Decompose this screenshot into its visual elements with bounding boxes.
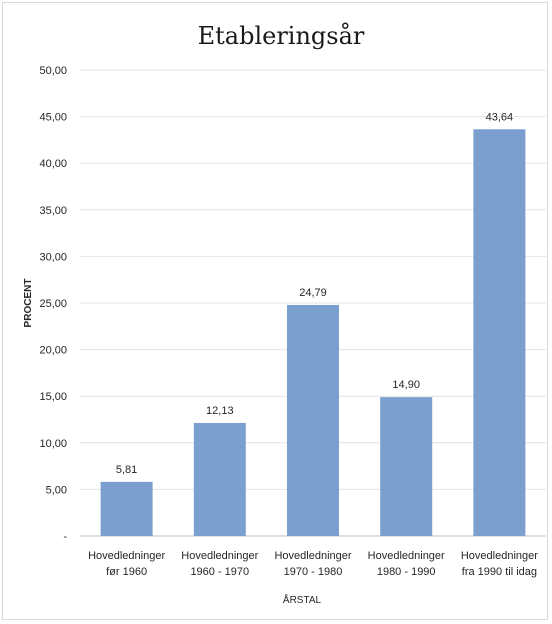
x-category-label: Hovedledninger <box>368 550 445 562</box>
data-label: 5,81 <box>116 464 137 476</box>
bar <box>100 481 153 536</box>
x-category-label: Hovedledninger <box>461 550 538 562</box>
y-tick-label: 20,00 <box>39 345 67 357</box>
data-labels: 5,81 12,13 24,79 14,90 43,64 <box>116 111 513 476</box>
x-category-label: Hovedledninger <box>181 550 258 562</box>
y-tick-label: 5,00 <box>46 484 67 496</box>
chart-title: Etableringsår <box>198 21 365 50</box>
y-tick-label: 15,00 <box>39 391 67 403</box>
x-category-label: fra 1990 til idag <box>462 566 537 578</box>
y-tick-label: 10,00 <box>39 438 67 450</box>
x-axis-title: ÅRSTAL <box>283 593 322 606</box>
x-category-label: før 1960 <box>106 566 147 578</box>
x-category-label: Hovedledninger <box>274 550 351 562</box>
y-tick-label: 35,00 <box>39 205 67 217</box>
data-label: 12,13 <box>206 405 234 417</box>
bar <box>380 397 433 536</box>
bar <box>287 304 339 536</box>
data-label: 24,79 <box>299 287 327 299</box>
data-label: 14,90 <box>392 379 420 391</box>
y-tick-label: 25,00 <box>39 298 67 310</box>
data-label: 43,64 <box>486 111 514 123</box>
gridlines <box>80 69 546 537</box>
y-tick-labels: - 5,00 10,00 15,00 20,00 25,00 30,00 35,00 40,00… <box>39 65 67 543</box>
x-category-label: 1980 - 1990 <box>377 566 436 578</box>
y-tick-label: 45,00 <box>39 112 67 124</box>
x-category-labels: Hovedledninger før 1960 Hovedledninger 1960… <box>88 550 538 578</box>
bar <box>473 129 526 536</box>
bars <box>100 129 526 536</box>
x-category-label: Hovedledninger <box>88 550 165 562</box>
y-tick-label: - <box>63 531 67 543</box>
y-axis-title: PROCENT <box>23 279 34 328</box>
x-category-label: 1970 - 1980 <box>284 566 343 578</box>
chart-frame <box>2 2 548 620</box>
y-tick-label: 40,00 <box>39 158 67 170</box>
bar <box>193 422 246 536</box>
y-tick-label: 50,00 <box>39 65 67 77</box>
x-category-label: 1960 - 1970 <box>190 566 249 578</box>
y-tick-label: 30,00 <box>39 251 67 263</box>
